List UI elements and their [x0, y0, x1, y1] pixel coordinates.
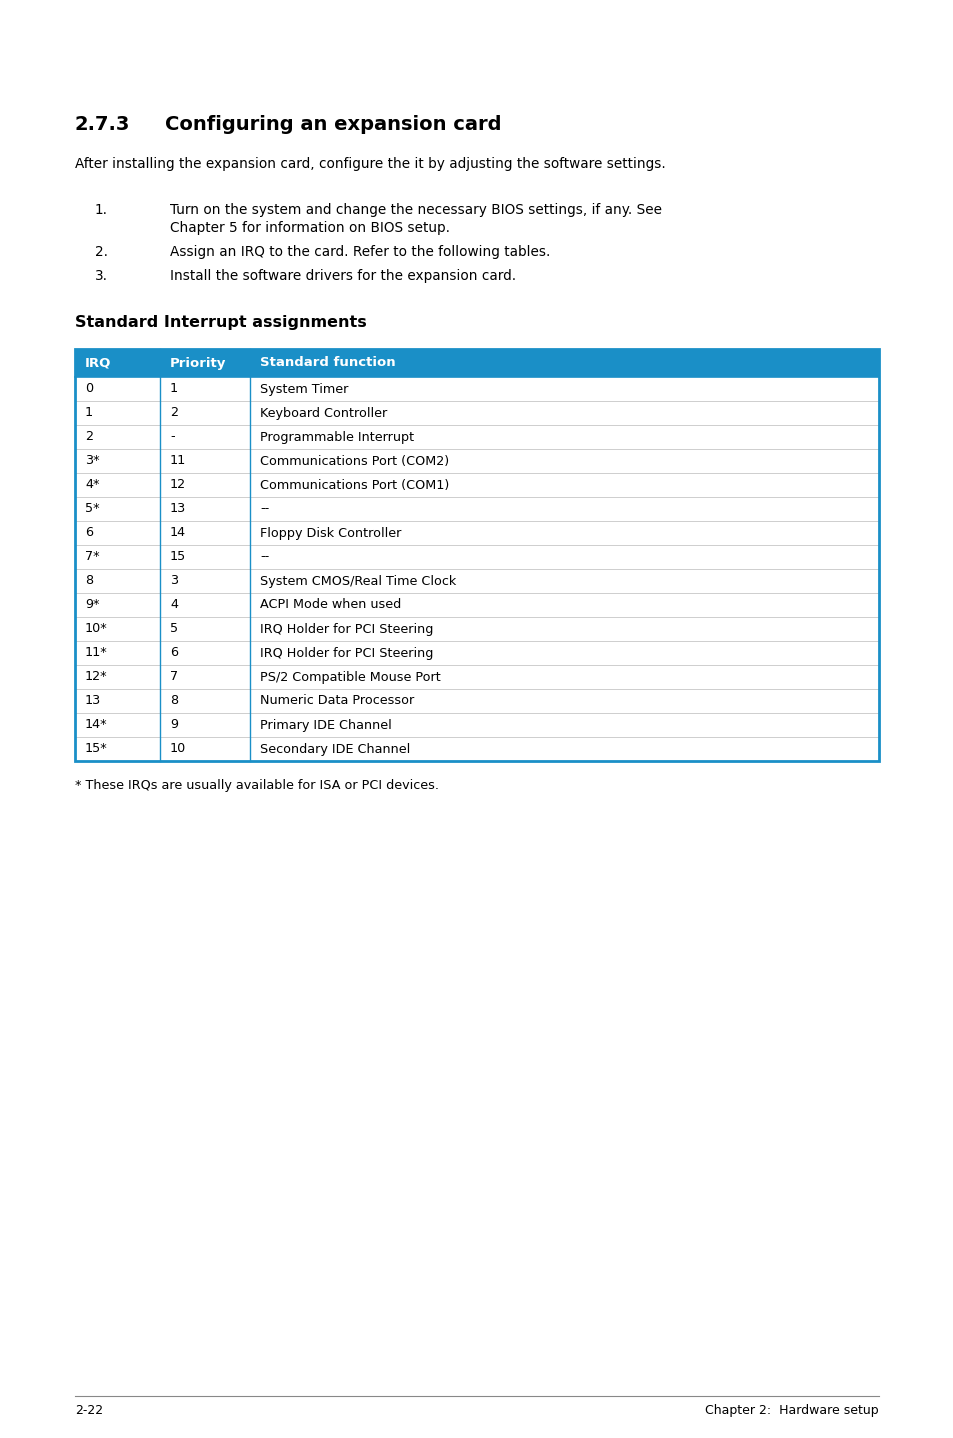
Text: Turn on the system and change the necessary BIOS settings, if any. See: Turn on the system and change the necess…	[170, 203, 661, 217]
Text: 3.: 3.	[95, 269, 108, 283]
Text: 7: 7	[170, 670, 178, 683]
Text: Assign an IRQ to the card. Refer to the following tables.: Assign an IRQ to the card. Refer to the …	[170, 244, 550, 259]
Text: Communications Port (COM1): Communications Port (COM1)	[260, 479, 449, 492]
Text: 9*: 9*	[85, 598, 99, 611]
Text: 8: 8	[170, 695, 178, 707]
Text: 1: 1	[170, 383, 178, 395]
Text: Install the software drivers for the expansion card.: Install the software drivers for the exp…	[170, 269, 516, 283]
Text: Keyboard Controller: Keyboard Controller	[260, 407, 387, 420]
Bar	[75, 349, 878, 377]
Text: 3: 3	[170, 575, 178, 588]
Text: Configuring an expansion card: Configuring an expansion card	[165, 115, 501, 134]
Text: IRQ Holder for PCI Steering: IRQ Holder for PCI Steering	[260, 647, 433, 660]
Text: Programmable Interrupt: Programmable Interrupt	[260, 430, 414, 443]
Text: 4*: 4*	[85, 479, 99, 492]
Text: System CMOS/Real Time Clock: System CMOS/Real Time Clock	[260, 575, 456, 588]
Text: PS/2 Compatible Mouse Port: PS/2 Compatible Mouse Port	[260, 670, 440, 683]
Text: Secondary IDE Channel: Secondary IDE Channel	[260, 742, 410, 755]
Text: Priority: Priority	[170, 357, 226, 370]
Text: 12: 12	[170, 479, 186, 492]
Text: Numeric Data Processor: Numeric Data Processor	[260, 695, 414, 707]
Text: 1: 1	[85, 407, 93, 420]
Bar	[75, 349, 878, 761]
Text: IRQ: IRQ	[85, 357, 112, 370]
Text: 11*: 11*	[85, 647, 108, 660]
Text: 6: 6	[170, 647, 178, 660]
Text: 5: 5	[170, 623, 178, 636]
Text: 12*: 12*	[85, 670, 108, 683]
Text: 2-22: 2-22	[75, 1403, 103, 1416]
Text: 11: 11	[170, 454, 186, 467]
Text: * These IRQs are usually available for ISA or PCI devices.: * These IRQs are usually available for I…	[75, 779, 438, 792]
Text: Floppy Disk Controller: Floppy Disk Controller	[260, 526, 401, 539]
Text: Chapter 2:  Hardware setup: Chapter 2: Hardware setup	[704, 1403, 878, 1416]
Text: 15: 15	[170, 551, 186, 564]
Text: 2: 2	[85, 430, 92, 443]
Text: 0: 0	[85, 383, 93, 395]
Text: 15*: 15*	[85, 742, 108, 755]
Text: 4: 4	[170, 598, 178, 611]
Text: ACPI Mode when used: ACPI Mode when used	[260, 598, 401, 611]
Text: 2.: 2.	[95, 244, 108, 259]
Text: 14: 14	[170, 526, 186, 539]
Text: 1.: 1.	[95, 203, 108, 217]
Text: --: --	[260, 502, 269, 515]
Text: --: --	[260, 551, 269, 564]
Text: Standard Interrupt assignments: Standard Interrupt assignments	[75, 315, 366, 329]
Text: 6: 6	[85, 526, 92, 539]
Text: Primary IDE Channel: Primary IDE Channel	[260, 719, 392, 732]
Text: Chapter 5 for information on BIOS setup.: Chapter 5 for information on BIOS setup.	[170, 221, 450, 234]
Text: Communications Port (COM2): Communications Port (COM2)	[260, 454, 449, 467]
Text: 2: 2	[170, 407, 178, 420]
Text: 8: 8	[85, 575, 93, 588]
Text: 13: 13	[170, 502, 186, 515]
Text: 3*: 3*	[85, 454, 99, 467]
Text: 7*: 7*	[85, 551, 99, 564]
Text: -: -	[170, 430, 174, 443]
Text: System Timer: System Timer	[260, 383, 348, 395]
Text: 9: 9	[170, 719, 178, 732]
Text: 14*: 14*	[85, 719, 108, 732]
Text: 13: 13	[85, 695, 101, 707]
Text: After installing the expansion card, configure the it by adjusting the software : After installing the expansion card, con…	[75, 157, 665, 171]
Text: 5*: 5*	[85, 502, 99, 515]
Text: 10*: 10*	[85, 623, 108, 636]
Text: IRQ Holder for PCI Steering: IRQ Holder for PCI Steering	[260, 623, 433, 636]
Text: 2.7.3: 2.7.3	[75, 115, 131, 134]
Text: 10: 10	[170, 742, 186, 755]
Text: Standard function: Standard function	[260, 357, 395, 370]
